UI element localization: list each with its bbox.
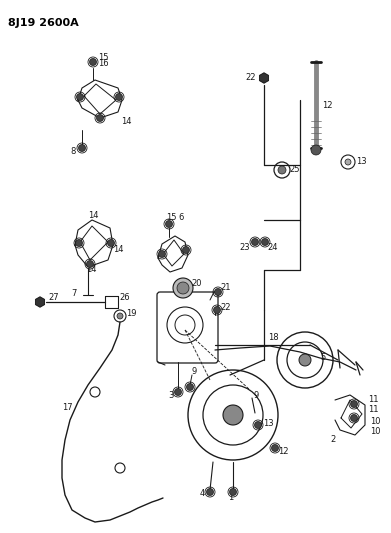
- Circle shape: [311, 145, 321, 155]
- Text: 1: 1: [228, 494, 233, 503]
- Circle shape: [173, 278, 193, 298]
- Text: 2: 2: [330, 435, 335, 445]
- Text: 7: 7: [71, 289, 76, 298]
- Circle shape: [177, 282, 189, 294]
- Text: 12: 12: [322, 101, 332, 109]
- Circle shape: [251, 238, 258, 246]
- Text: 9: 9: [192, 367, 197, 376]
- Text: 10: 10: [370, 417, 380, 426]
- Text: 26: 26: [119, 294, 130, 303]
- Text: 19: 19: [126, 310, 136, 319]
- Circle shape: [255, 422, 262, 429]
- Text: 3: 3: [168, 391, 173, 400]
- Circle shape: [271, 445, 278, 451]
- Text: 18: 18: [268, 334, 279, 343]
- Circle shape: [108, 239, 115, 246]
- Text: 21: 21: [220, 282, 231, 292]
- Text: 25: 25: [289, 166, 300, 174]
- Circle shape: [90, 59, 97, 66]
- Circle shape: [86, 261, 93, 268]
- Text: 5: 5: [320, 353, 325, 362]
- Circle shape: [206, 489, 213, 496]
- Text: 17: 17: [62, 403, 73, 413]
- Circle shape: [350, 400, 357, 408]
- Circle shape: [174, 389, 181, 395]
- Circle shape: [215, 288, 221, 295]
- Circle shape: [299, 354, 311, 366]
- Circle shape: [350, 415, 357, 422]
- Polygon shape: [260, 73, 268, 83]
- Text: 6: 6: [178, 214, 183, 222]
- Text: 15: 15: [98, 53, 108, 62]
- Text: 12: 12: [278, 448, 289, 456]
- Circle shape: [165, 221, 172, 228]
- Circle shape: [262, 238, 269, 246]
- Text: 16: 16: [98, 60, 109, 69]
- Text: 9: 9: [254, 391, 259, 400]
- Text: 14: 14: [121, 117, 131, 126]
- Circle shape: [213, 306, 221, 313]
- Circle shape: [345, 159, 351, 165]
- Text: 13: 13: [263, 418, 274, 427]
- FancyBboxPatch shape: [157, 292, 218, 363]
- Text: 8J19 2600A: 8J19 2600A: [8, 18, 79, 28]
- Text: 4: 4: [200, 489, 205, 498]
- Text: 14: 14: [113, 246, 124, 254]
- Circle shape: [183, 246, 190, 254]
- Circle shape: [223, 405, 243, 425]
- Circle shape: [158, 251, 165, 257]
- Circle shape: [278, 166, 286, 174]
- Circle shape: [115, 93, 122, 101]
- Circle shape: [230, 489, 237, 496]
- Circle shape: [79, 144, 86, 151]
- Circle shape: [77, 93, 84, 101]
- Text: 8: 8: [70, 148, 75, 157]
- Text: 14: 14: [86, 265, 97, 274]
- Text: 11: 11: [368, 406, 378, 415]
- Circle shape: [75, 239, 83, 246]
- Text: 14: 14: [88, 212, 99, 221]
- Polygon shape: [36, 297, 44, 307]
- Text: 10: 10: [370, 427, 380, 437]
- Text: 24: 24: [267, 244, 278, 253]
- Text: 22: 22: [245, 74, 255, 83]
- Circle shape: [187, 384, 194, 391]
- Circle shape: [117, 313, 123, 319]
- Text: 23: 23: [239, 244, 249, 253]
- Text: 13: 13: [356, 157, 367, 166]
- Text: 20: 20: [191, 279, 201, 288]
- Text: 15: 15: [166, 214, 176, 222]
- Text: 27: 27: [48, 294, 59, 303]
- Circle shape: [97, 115, 104, 122]
- Text: 11: 11: [368, 395, 378, 405]
- Text: 22: 22: [220, 303, 231, 312]
